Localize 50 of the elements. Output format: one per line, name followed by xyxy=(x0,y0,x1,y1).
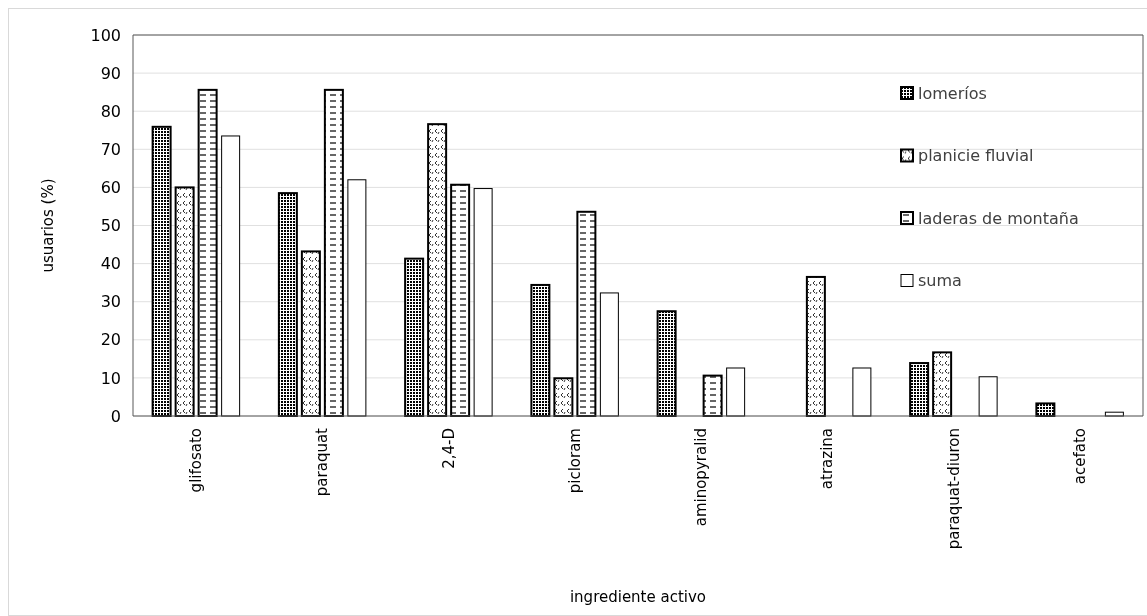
y-tick-label: 30 xyxy=(100,292,121,312)
bar xyxy=(726,367,746,417)
bar xyxy=(427,123,448,417)
bar xyxy=(576,210,597,417)
y-tick-label: 80 xyxy=(100,101,121,121)
bar xyxy=(473,188,493,417)
y-tick-label: 60 xyxy=(100,178,121,197)
x-tick-label: 2,4-D xyxy=(439,428,458,469)
y-tick-label: 100 xyxy=(90,25,121,45)
y-tick-label: 40 xyxy=(100,254,121,274)
bar xyxy=(978,376,998,417)
bar xyxy=(805,275,826,417)
legend-label: laderas de montaña xyxy=(918,208,1079,228)
bar xyxy=(599,292,619,417)
y-tick-label: 90 xyxy=(100,63,121,83)
y-axis-title: usuarios (%) xyxy=(39,178,57,273)
bar xyxy=(347,179,367,417)
x-tick-label: acefato xyxy=(1070,428,1089,485)
x-tick-label: paraquat xyxy=(313,427,332,497)
y-tick-label: 10 xyxy=(100,368,121,388)
bar xyxy=(300,250,321,417)
bar xyxy=(852,367,872,417)
x-tick-label: glifosato xyxy=(187,428,206,493)
legend-label: lomeríos xyxy=(918,83,987,103)
bar xyxy=(656,310,677,417)
x-tick-label: atrazina xyxy=(818,428,837,490)
bar xyxy=(702,374,723,417)
y-tick-label: 50 xyxy=(100,216,121,236)
bar xyxy=(530,283,551,417)
y-tick-label: 20 xyxy=(100,330,121,350)
bar xyxy=(197,88,218,417)
y-tick-label: 70 xyxy=(100,139,121,159)
bar xyxy=(221,135,241,417)
bar xyxy=(174,186,195,417)
legend-label: planicie fluvial xyxy=(918,146,1034,166)
bar xyxy=(932,351,953,417)
y-tick-label: 0 xyxy=(110,406,121,426)
x-tick-label: paraquat-diuron xyxy=(944,428,963,550)
bar xyxy=(909,362,930,417)
x-axis-title: ingrediente activo xyxy=(569,588,707,606)
legend-label: suma xyxy=(918,271,962,291)
bar xyxy=(277,192,298,417)
bar xyxy=(323,88,344,417)
bar xyxy=(151,125,172,417)
bar xyxy=(404,257,425,417)
bar xyxy=(1035,402,1056,417)
bar xyxy=(450,183,471,417)
x-tick-label: aminopyralid xyxy=(692,428,711,527)
x-tick-label: picloram xyxy=(565,428,584,494)
bar xyxy=(553,377,574,417)
